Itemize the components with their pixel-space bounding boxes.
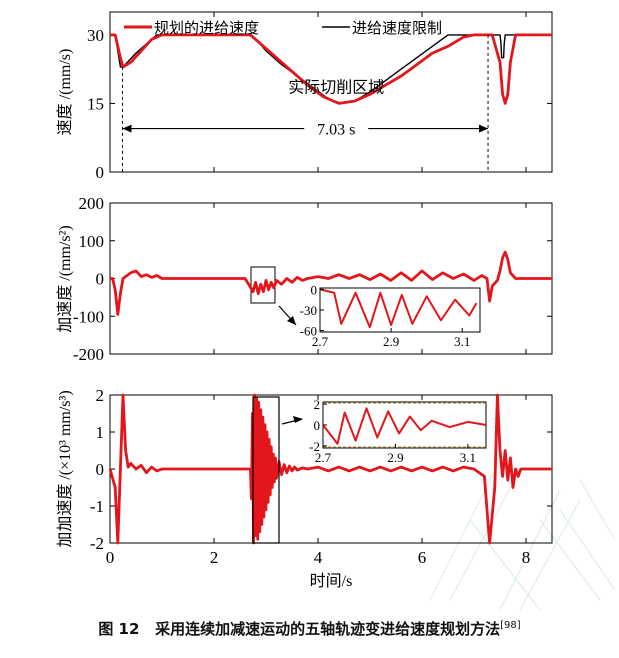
inset-y-tick-label: 0: [314, 418, 321, 433]
inset-y-tick-label: -60: [300, 324, 317, 339]
y-tick-label: -1: [90, 497, 104, 516]
legend-label-planned: 规划的进给速度: [154, 20, 259, 37]
x-tick-label: 8: [522, 548, 531, 567]
zoom-box-jerk: [252, 396, 280, 544]
series-line-planned: [108, 393, 552, 545]
x-tick-label: 0: [106, 548, 115, 567]
inset-x-tick-label: 2.9: [387, 450, 403, 465]
y-axis-label-velocity: 速度 /(mm/s): [56, 49, 74, 136]
inset-y-tick-label: -2: [309, 439, 320, 454]
y-tick-label: -2: [90, 534, 104, 553]
watermark-lines: [429, 459, 616, 610]
panel-velocity: 0 15 30 规划的进给速度 进给速度限制 实际切削区域 7.03 s 速度 /(…: [56, 11, 553, 182]
interval-arrow: [121, 34, 489, 172]
zoom-arrowhead-acceleration: [287, 316, 296, 325]
y-tick-label: 15: [87, 94, 104, 113]
y-tick-label: 0: [96, 270, 105, 289]
inset-acceleration: 2.7 2.9 3.1 0 -30 -60: [300, 282, 481, 349]
inset-series-line: [322, 407, 487, 445]
y-tick-label: 2: [96, 386, 105, 405]
inset-jerk: 2.7 2.9 3.1 2 0 -2: [309, 397, 487, 465]
x-tick-label: 4: [314, 548, 323, 567]
series-line-planned: [110, 250, 552, 316]
inset-y-tick-label: -30: [300, 303, 317, 318]
x-tick-label: 6: [418, 548, 427, 567]
y-axis-label-jerk: 加加速度 /(×10³ mm/s³): [56, 390, 74, 547]
series-line-planned: [110, 33, 552, 105]
x-tick-label: 2: [210, 548, 219, 567]
caption-text: 采用连续加减速运动的五轴轨迹变进给速度规划方法: [155, 620, 501, 638]
legend: 规划的进给速度 进给速度限制: [124, 20, 442, 37]
inset-series-line: [319, 288, 478, 329]
inset-x-tick-label: 2.7: [315, 450, 332, 465]
x-axis-label-time: 时间/s: [310, 572, 353, 590]
caption-ref: [98]: [500, 620, 521, 631]
legend-label-limit: 进给速度限制: [352, 20, 442, 37]
y-tick-label: 100: [79, 232, 105, 251]
y-tick-label: 0: [96, 460, 105, 479]
panel-acceleration: -200 -100 0 100 200 2.7 2.9 3.1 0 -30 -60 加速度 /(m…: [56, 194, 553, 364]
annotation-duration: 7.03 s: [317, 122, 355, 139]
y-tick-label: 200: [79, 194, 105, 213]
inset-y-tick-label: 2: [314, 397, 321, 412]
y-tick-label: 0: [96, 163, 105, 182]
inset-x-tick-label: 3.1: [454, 334, 470, 349]
annotation-cutting-region: 实际切削区域: [288, 78, 384, 96]
zoom-arrowhead-jerk: [293, 416, 303, 423]
y-tick-label: -100: [73, 307, 104, 326]
plot-frame-velocity: [109, 11, 553, 173]
y-axis-label-acceleration: 加速度 /(mm/s²): [56, 225, 74, 332]
inset-x-tick-label: 2.9: [383, 334, 399, 349]
inset-y-tick-label: 0: [311, 282, 318, 297]
figure-caption: 图 12 采用连续加减速运动的五轴轨迹变进给速度规划方法[98]: [0, 618, 619, 639]
y-tick-label: 30: [87, 26, 104, 45]
inset-x-tick-label: 2.7: [312, 334, 329, 349]
figure-canvas: 0 15 30 规划的进给速度 进给速度限制 实际切削区域 7.03 s 速度 /(…: [56, 11, 616, 610]
caption-prefix: 图 12: [98, 620, 140, 638]
y-tick-label: 1: [96, 423, 105, 442]
inset-x-tick-label: 3.1: [460, 450, 476, 465]
y-tick-label: -200: [73, 345, 104, 364]
